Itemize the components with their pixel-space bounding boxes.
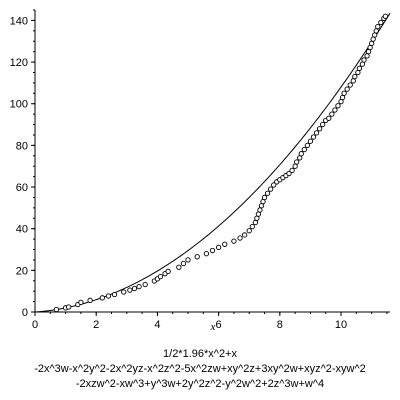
x-tick-label: 0 (32, 319, 38, 331)
data-point (264, 190, 271, 196)
data-point (307, 138, 314, 144)
y-tick-label: 80 (16, 140, 28, 152)
data-point (249, 223, 255, 230)
data-point (127, 287, 133, 293)
data-point (180, 260, 187, 267)
data-point (53, 306, 60, 313)
data-point (298, 151, 304, 157)
data-point (304, 142, 311, 149)
data-point (352, 73, 358, 80)
y-tick-label: 60 (16, 182, 28, 194)
data-point (320, 121, 326, 128)
data-point (261, 194, 268, 201)
x-tick-label: 2 (93, 319, 99, 331)
data-point (87, 297, 93, 303)
y-tick-label: 0 (22, 307, 28, 319)
data-point (356, 65, 363, 71)
data-point (111, 291, 118, 298)
data-point (289, 167, 295, 174)
x-tick-label: 8 (277, 319, 283, 331)
fit-curve-line (34, 12, 391, 313)
data-point (78, 299, 84, 306)
data-point (286, 170, 292, 177)
y-tick-label: 100 (10, 99, 28, 111)
data-point (185, 257, 191, 263)
caption-line-1: 1/2*1.96*x^2+x (163, 348, 237, 360)
data-point (237, 235, 243, 241)
data-point (246, 228, 252, 234)
data-point (329, 111, 335, 117)
caption-line-3: -2xzw^2-xw^3+y^3w+2y^2z^2-y^2w^2+2z^3w+w… (75, 378, 325, 390)
data-point (142, 281, 148, 288)
data-point (361, 57, 367, 63)
data-point (382, 13, 389, 19)
data-point (157, 273, 164, 280)
data-point (347, 82, 353, 88)
x-axis-label: x (210, 321, 216, 333)
x-tick-label: 4 (154, 319, 160, 331)
data-point (99, 295, 105, 301)
x-tick-label: 6 (216, 319, 222, 331)
data-point (271, 182, 277, 188)
data-point (203, 251, 210, 257)
data-point (301, 146, 307, 153)
y-tick-label: 20 (16, 265, 28, 277)
data-point (313, 130, 320, 136)
data-point (231, 238, 237, 244)
data-point (341, 90, 347, 96)
data-point (344, 86, 350, 92)
data-point (136, 283, 142, 290)
data-point (310, 134, 317, 140)
data-point (316, 126, 323, 132)
y-tick-label: 120 (10, 57, 28, 69)
data-point (66, 304, 72, 310)
data-point (105, 293, 112, 299)
data-point (294, 159, 300, 165)
data-point (215, 244, 222, 251)
data-point (326, 115, 332, 121)
x-tick-label: 10 (335, 319, 347, 331)
data-point (332, 107, 338, 113)
data-point (267, 186, 274, 192)
caption-line-2: -2x^3w-x^2y^2-2x^2yz-x^2z^2-5x^2zw+xy^2z… (34, 363, 366, 375)
y-tick-label: 140 (10, 15, 28, 27)
data-point (241, 232, 248, 238)
y-tick-label: 40 (16, 224, 28, 236)
data-point (165, 268, 171, 275)
data-point (176, 264, 182, 270)
data-point (194, 254, 200, 260)
data-point (131, 285, 138, 292)
fit-curve-layer (34, 12, 391, 313)
scatter-points-layer (53, 13, 389, 313)
data-point (121, 289, 127, 295)
data-point (375, 24, 381, 30)
data-point (378, 19, 384, 26)
data-point (222, 241, 228, 247)
data-point (209, 247, 216, 254)
data-point (335, 103, 341, 109)
